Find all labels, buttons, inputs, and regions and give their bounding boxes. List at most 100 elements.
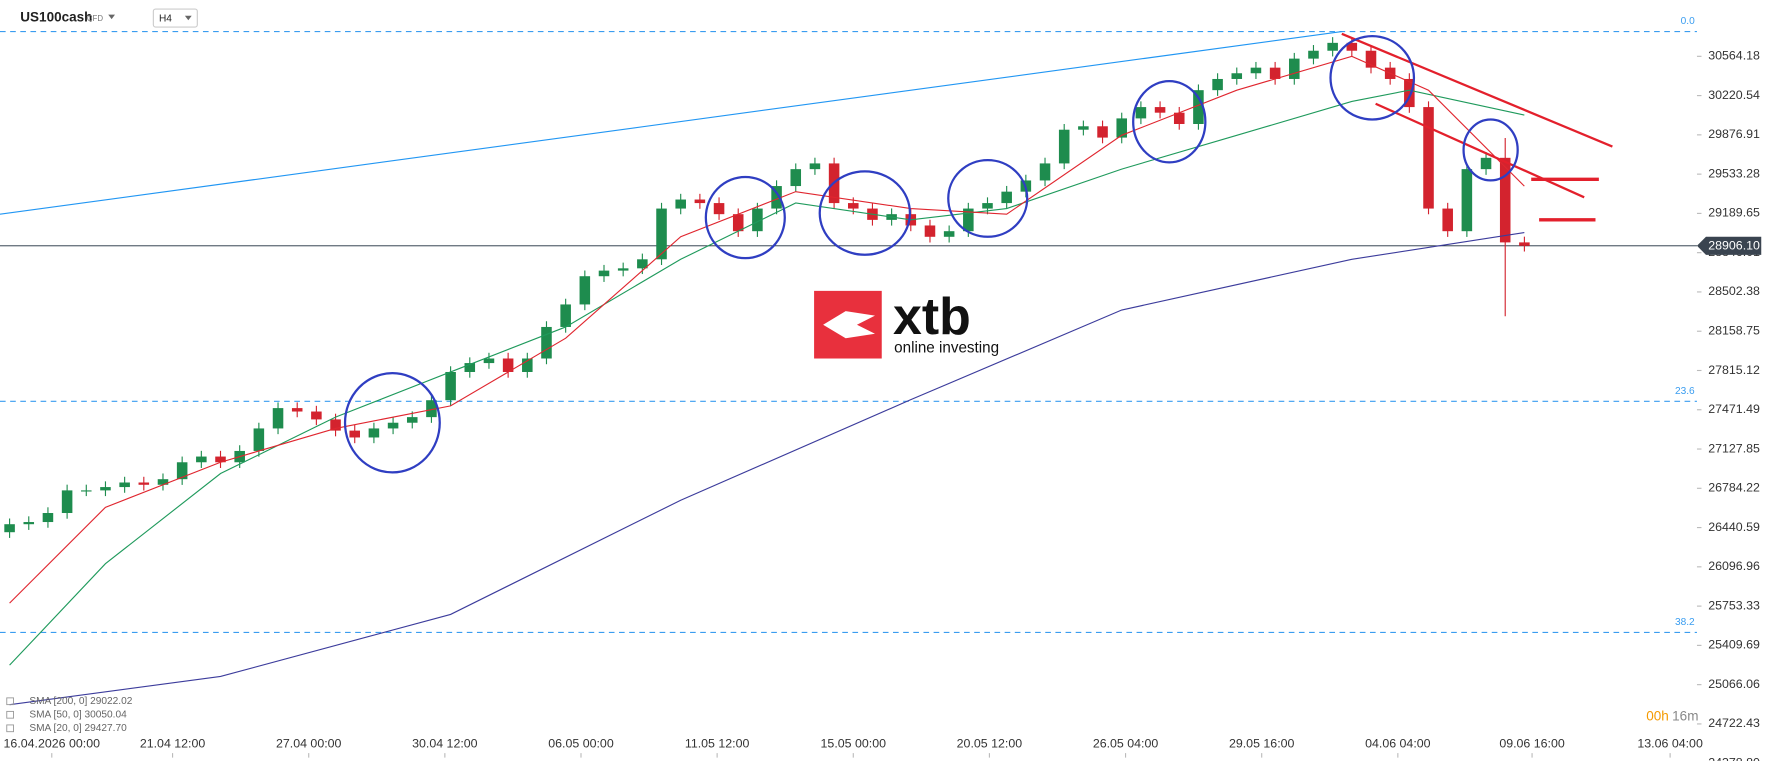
candle-body: [560, 304, 571, 327]
candle-body: [272, 408, 284, 429]
candle-body: [1212, 78, 1223, 91]
candle-body: [253, 428, 265, 451]
candle-body: [1001, 191, 1012, 204]
candle-body: [138, 482, 150, 485]
candle-body: [215, 456, 226, 463]
y-tick-label: 29876.91: [1708, 127, 1760, 141]
candle-body: [387, 422, 399, 429]
y-tick-label: 25409.69: [1708, 638, 1760, 652]
candle-body: [675, 199, 686, 209]
candle-body: [311, 411, 322, 420]
candle-body: [1231, 73, 1243, 79]
candle-body: [100, 487, 111, 491]
dropdown-arrow[interactable]: [184, 15, 192, 21]
sma-line: [9, 55, 1525, 604]
y-tick-label: 29533.28: [1708, 166, 1760, 180]
candle-body: [617, 268, 629, 271]
candle-body: [1289, 58, 1300, 79]
candle-body: [982, 203, 993, 209]
candle-body: [1461, 169, 1473, 232]
candle-body: [1078, 126, 1089, 130]
circle: [704, 175, 786, 260]
candle-body: [1058, 129, 1070, 164]
candle-body: [483, 358, 495, 364]
dropdown-arrow[interactable]: [108, 14, 116, 20]
x-tick-label: 04.06 04:00: [1365, 736, 1431, 750]
candle-body: [464, 363, 476, 372]
candle-body: [732, 214, 744, 232]
sma-line: [9, 89, 1525, 666]
candle-body: [790, 169, 802, 187]
candle-body: [157, 479, 169, 485]
candle-body: [1480, 157, 1492, 170]
symbol[interactable]: US100cash: [20, 10, 92, 25]
y-tick-label: 24722.43: [1708, 716, 1760, 730]
circle: [1462, 118, 1519, 182]
candle-body: [1346, 42, 1358, 51]
candle-body: [1250, 67, 1262, 74]
sma-line: [9, 232, 1525, 706]
y-tick-label: 29189.65: [1708, 206, 1760, 220]
candle-body: [1519, 242, 1530, 246]
circle: [1132, 80, 1207, 164]
x-tick-label: 09.06 16:00: [1499, 736, 1565, 750]
x-tick-label: 16.04.2026 00:00: [4, 736, 101, 750]
candle-body: [196, 456, 207, 463]
candle-body: [1154, 107, 1166, 113]
candle-body: [426, 400, 437, 418]
candle-body: [291, 408, 303, 412]
x-tick-label: 30.04 12:00: [412, 736, 478, 750]
x-tick-label: 15.05 00:00: [821, 736, 887, 750]
legend-icon: [6, 697, 14, 706]
y-tick-label: 26096.96: [1708, 559, 1760, 573]
candle-body: [23, 522, 35, 525]
x-tick-label: 27.04 00:00: [276, 736, 342, 750]
x-tick-label: 29.05 16:00: [1229, 736, 1295, 750]
fib-label: 0.0: [1681, 16, 1695, 27]
y-tick-label: 26784.22: [1708, 481, 1760, 495]
candle-body: [406, 417, 418, 423]
candle-body: [598, 270, 610, 277]
logo-name: xtb: [893, 287, 971, 345]
y-tick-label: 26440.59: [1708, 520, 1760, 534]
candle-body: [541, 326, 552, 359]
candle-body: [1135, 107, 1147, 119]
candle-body: [502, 358, 514, 372]
candle-body: [1404, 78, 1415, 108]
highlight-circles: [343, 34, 1519, 474]
candle-body: [61, 490, 73, 514]
legend-entry: SMA [20, 0] 29427.70: [29, 723, 127, 734]
y-tick-label: 28158.75: [1708, 323, 1760, 337]
legend-icon: [6, 710, 14, 719]
current-price-label: 28906.10: [1708, 239, 1760, 253]
candle-body: [42, 513, 54, 523]
legend-entry: SMA [50, 0] 30050.04: [29, 709, 127, 720]
candle-body: [1499, 157, 1511, 243]
candle-body: [330, 419, 341, 431]
timeframe-box[interactable]: [152, 8, 198, 28]
x-tick-label: 21.04 12:00: [140, 736, 206, 750]
candle-body: [1365, 50, 1377, 68]
y-tick-label: 25066.06: [1708, 677, 1760, 691]
y-tick-label: 27127.85: [1708, 441, 1760, 455]
candle-body: [809, 163, 821, 170]
circle: [818, 170, 912, 256]
candle-body: [1327, 42, 1338, 51]
timeframe[interactable]: H4: [159, 13, 172, 24]
legend-entry: SMA [200, 0] 29022.02: [29, 696, 132, 707]
overlay: 28906.10: [1696, 236, 1762, 255]
countdown-hours: 00h: [1646, 709, 1669, 724]
candle-body: [1308, 50, 1319, 59]
plot-area: 30564.18 30220.54 29876.91 29533.28 29189.65…: [0, 16, 1760, 761]
candle-body: [81, 490, 92, 492]
x-tick-label: 20.05 12:00: [957, 736, 1023, 750]
circle: [343, 372, 441, 474]
candle-body: [752, 208, 763, 232]
x-tick-label: 26.05 04:00: [1093, 736, 1159, 750]
trend-line: [0, 31, 1342, 215]
candle-body: [1442, 208, 1453, 232]
candle-body: [637, 259, 648, 269]
candle-body: [943, 231, 955, 237]
